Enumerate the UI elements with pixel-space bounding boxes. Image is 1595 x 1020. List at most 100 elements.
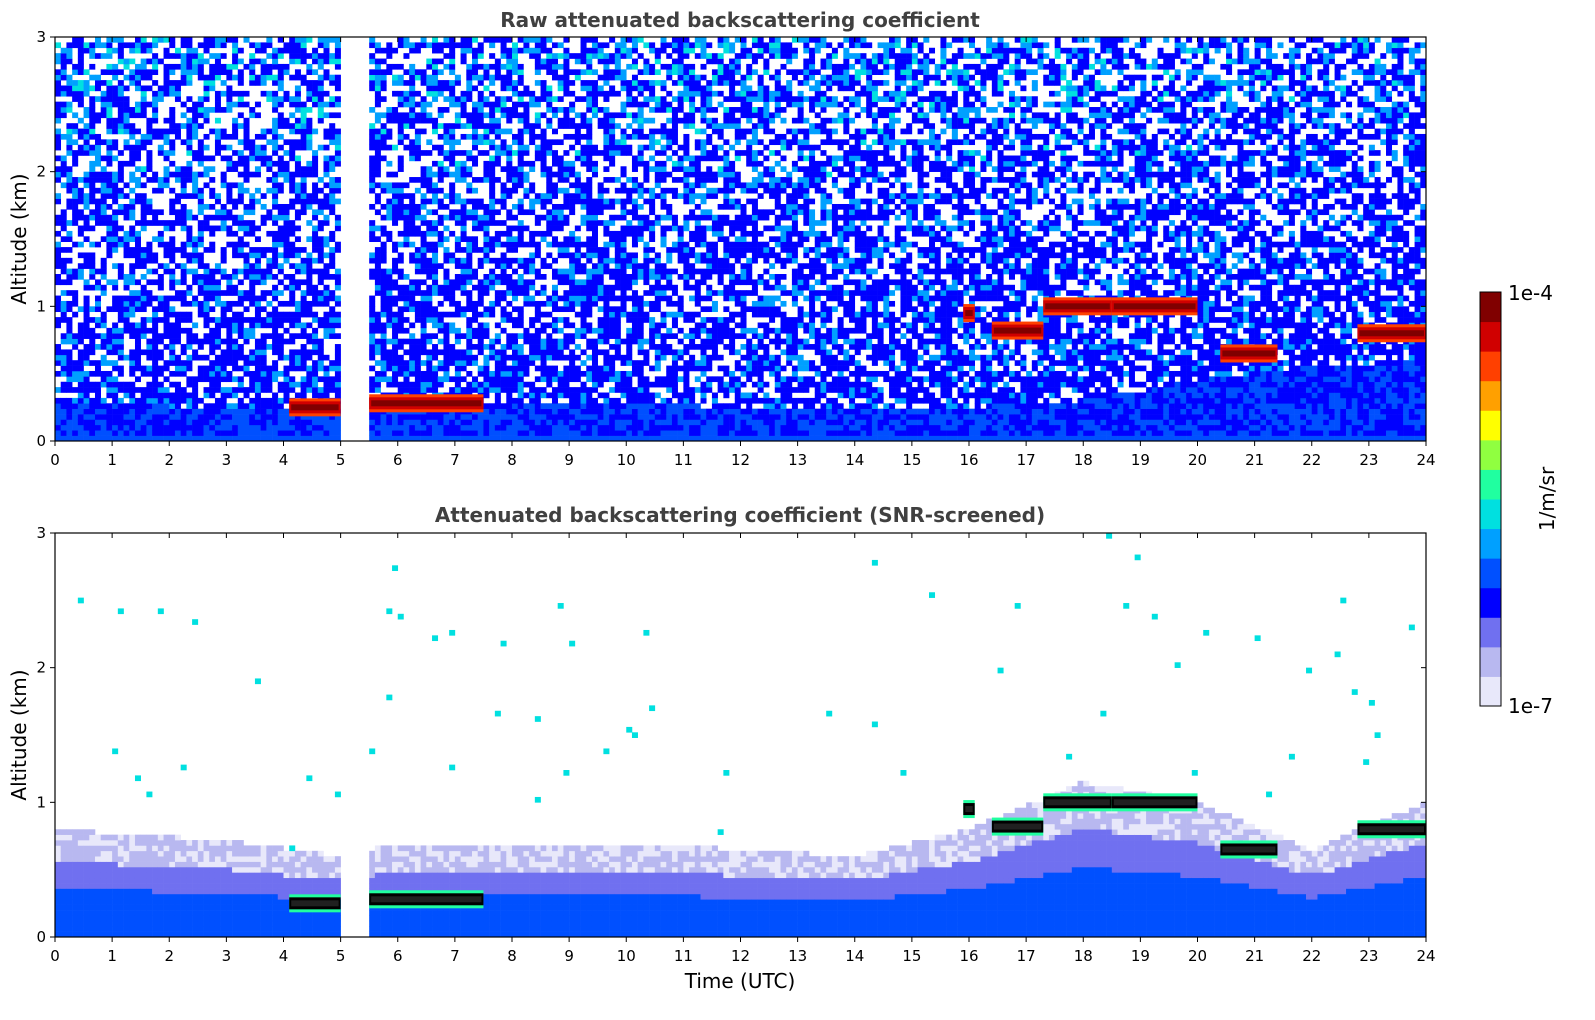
heatmap-cell <box>249 263 256 269</box>
heatmap-cell <box>460 333 467 339</box>
heatmap-cell <box>283 397 290 404</box>
heatmap-cell <box>214 225 221 232</box>
heatmap-cell <box>152 187 159 194</box>
heatmap-cell <box>55 295 62 302</box>
heatmap-cell <box>586 311 593 318</box>
heatmap-cell <box>157 236 164 242</box>
heatmap-cell <box>546 58 553 65</box>
heatmap-cell <box>106 187 113 194</box>
heatmap-cell <box>631 230 638 237</box>
heatmap-cell <box>614 42 621 49</box>
heatmap-cell <box>420 42 427 49</box>
heatmap-cell <box>506 230 513 237</box>
heatmap-cell <box>432 96 439 102</box>
heatmap-cell <box>277 252 284 259</box>
heatmap-cell <box>180 424 187 431</box>
heatmap-cell <box>260 193 267 199</box>
heatmap-cell <box>272 414 279 420</box>
heatmap-cell <box>60 160 67 167</box>
heatmap-cell <box>392 74 399 81</box>
heatmap-cell <box>146 397 153 404</box>
heatmap-cell <box>180 247 187 253</box>
heatmap-cell <box>489 139 496 146</box>
heatmap-cell <box>392 344 399 350</box>
heatmap-cell <box>300 42 307 49</box>
heatmap-cell <box>89 381 96 388</box>
heatmap-cell <box>134 338 141 345</box>
heatmap-cell <box>432 128 439 135</box>
heatmap-cell <box>55 397 62 404</box>
heatmap-cell <box>243 230 250 237</box>
heatmap-cell <box>426 284 433 291</box>
heatmap-cell <box>626 327 633 334</box>
heatmap-cell <box>437 327 444 334</box>
heatmap-cell <box>214 327 221 334</box>
heatmap-cell <box>306 333 313 339</box>
heatmap-cell <box>169 198 176 205</box>
heatmap-cell <box>323 317 330 323</box>
heatmap-cell <box>597 381 604 388</box>
heatmap-cell <box>100 112 107 119</box>
heatmap-cell <box>306 376 313 383</box>
heatmap-cell <box>546 90 553 97</box>
heatmap-cell <box>443 123 450 129</box>
heatmap-cell <box>517 117 524 124</box>
heatmap-cell <box>220 403 227 409</box>
heatmap-cell <box>100 268 107 275</box>
heatmap-cell <box>89 274 96 280</box>
heatmap-cell <box>209 177 216 183</box>
heatmap-cell <box>334 225 341 232</box>
heatmap-cell <box>163 80 170 86</box>
heatmap-cell <box>323 241 330 248</box>
heatmap-cell <box>460 311 467 318</box>
heatmap-cell <box>186 397 193 404</box>
heatmap-cell <box>94 333 101 339</box>
heatmap-cell <box>483 123 490 129</box>
heatmap-cell <box>294 435 301 442</box>
heatmap-cell <box>574 408 581 415</box>
heatmap-cell <box>243 274 250 280</box>
heatmap-cell <box>277 435 284 442</box>
heatmap-cell <box>397 80 404 86</box>
heatmap-cell <box>409 284 416 291</box>
heatmap-cell <box>409 241 416 248</box>
heatmap-cell <box>140 74 147 81</box>
heatmap-cell <box>60 290 67 296</box>
heatmap-cell <box>203 392 210 399</box>
heatmap-cell <box>432 85 439 92</box>
heatmap-cell <box>563 160 570 167</box>
heatmap-cell <box>226 333 233 339</box>
heatmap-cell <box>146 177 153 183</box>
heatmap-cell <box>460 107 467 113</box>
heatmap-cell <box>489 268 496 275</box>
heatmap-cell <box>329 306 336 313</box>
heatmap-cell <box>214 128 221 135</box>
heatmap-cell <box>620 311 627 318</box>
heatmap-cell <box>494 274 501 280</box>
heatmap-cell <box>249 274 256 280</box>
heatmap-cell <box>603 311 610 318</box>
heatmap-cell <box>500 198 507 205</box>
heatmap-cell <box>466 360 473 366</box>
heatmap-cell <box>454 435 461 442</box>
heatmap-cell <box>129 311 136 318</box>
heatmap-cell <box>512 241 519 248</box>
heatmap-cell <box>77 209 84 216</box>
heatmap-cell <box>626 63 633 70</box>
heatmap-cell <box>163 220 170 226</box>
heatmap-cell <box>55 306 62 313</box>
heatmap-cell <box>329 317 336 323</box>
heatmap-cell <box>466 47 473 54</box>
heatmap-cell <box>426 419 433 426</box>
heatmap-cell <box>266 257 273 264</box>
heatmap-cell <box>380 144 387 151</box>
heatmap-cell <box>454 193 461 199</box>
heatmap-cell <box>512 403 519 409</box>
heatmap-cell <box>557 139 564 146</box>
heatmap-cell <box>266 414 273 420</box>
heatmap-cell <box>312 166 319 172</box>
heatmap-cell <box>192 187 199 194</box>
heatmap-cell <box>243 290 250 296</box>
heatmap-cell <box>540 236 547 242</box>
heatmap-cell <box>192 424 199 431</box>
